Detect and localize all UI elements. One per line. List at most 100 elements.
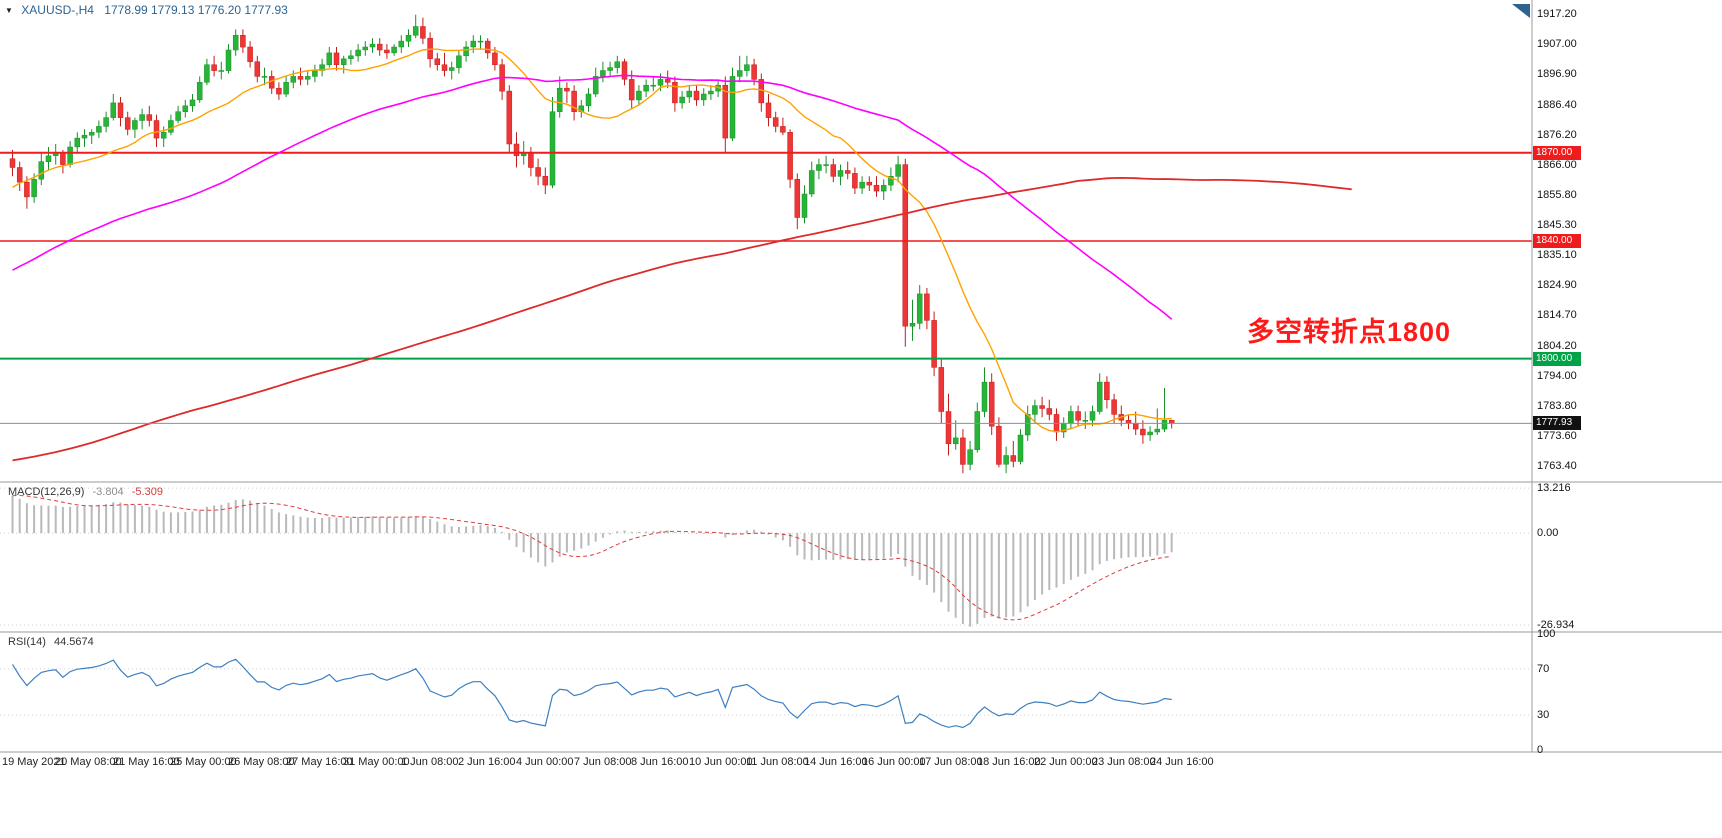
candle — [448, 61, 455, 80]
candle — [628, 70, 635, 109]
price-axis-label: 1763.40 — [1537, 460, 1577, 472]
candle — [240, 29, 246, 53]
candle — [484, 38, 491, 59]
macd-scale-label: 0.00 — [1537, 527, 1559, 539]
candle — [1140, 420, 1146, 444]
candle — [124, 111, 131, 136]
candle — [585, 88, 592, 112]
candle — [780, 117, 786, 136]
candle — [218, 61, 225, 80]
candle — [542, 167, 549, 194]
candle — [9, 149, 16, 177]
candle — [636, 85, 642, 106]
candle — [556, 76, 563, 118]
candle — [967, 440, 973, 471]
time-axis-label: 2 Jun 16:00 — [458, 756, 516, 768]
candle — [391, 44, 397, 56]
time-axis-label: 20 May 08:00 — [55, 756, 122, 768]
time-axis-label: 31 May 00:00 — [343, 756, 410, 768]
candle — [607, 61, 613, 77]
candle — [434, 52, 441, 71]
time-axis-label: 1 Jun 08:00 — [401, 756, 459, 768]
price-axis-label: 1794.00 — [1537, 370, 1577, 382]
price-axis-label: 1876.20 — [1537, 129, 1577, 141]
candle — [1161, 388, 1168, 432]
candle — [405, 29, 412, 47]
time-axis-label: 14 Jun 16:00 — [804, 756, 868, 768]
candle — [1017, 429, 1024, 465]
candle — [513, 132, 520, 168]
macd-signal-line — [12, 494, 1172, 621]
time-axis-label: 25 May 00:00 — [170, 756, 237, 768]
candle — [1032, 399, 1038, 424]
candle — [888, 167, 894, 191]
macd-name: MACD(12,26,9) — [8, 486, 85, 498]
price-axis[interactable]: 1917.20 1907.00 1896.90 1886.40 1876.20 1866.… — [1532, 0, 1722, 838]
candle — [470, 35, 477, 53]
candle — [369, 38, 376, 53]
candle — [376, 38, 383, 56]
candle — [873, 176, 880, 197]
candle — [297, 67, 304, 86]
candle — [974, 402, 981, 453]
price-axis-label: 1855.80 — [1537, 189, 1577, 201]
candle — [456, 50, 462, 74]
price-axis-label: 1866.00 — [1537, 159, 1577, 171]
candle — [578, 99, 585, 118]
candle — [1147, 426, 1153, 441]
ma-line-fast-orange — [12, 48, 1172, 433]
candle — [276, 82, 282, 100]
time-axis-label: 27 May 16:00 — [286, 756, 353, 768]
candle — [16, 161, 23, 191]
candle — [895, 155, 901, 183]
time-axis-label: 7 Jun 08:00 — [574, 756, 632, 768]
macd-scale-label: -26.934 — [1537, 619, 1575, 631]
candle — [1096, 373, 1103, 415]
candle — [852, 167, 858, 194]
candle — [153, 114, 160, 147]
candle — [729, 67, 736, 142]
candle — [312, 64, 318, 83]
time-axis-label: 23 Jun 08:00 — [1092, 756, 1156, 768]
candle — [808, 161, 815, 197]
macd-indicator-label: MACD(12,26,9) -3.804 -5.309 — [8, 486, 168, 498]
candle — [261, 67, 268, 86]
time-axis[interactable]: 19 May 2021 20 May 08:00 21 May 16:00 25 Ma… — [0, 752, 1722, 792]
candle — [700, 88, 707, 106]
candle — [924, 288, 930, 330]
candle — [736, 55, 743, 83]
candle — [823, 155, 829, 174]
candle — [477, 35, 484, 50]
candle — [931, 311, 937, 377]
candle — [319, 58, 325, 77]
candle — [412, 14, 419, 39]
candle — [398, 35, 405, 53]
time-axis-label: 21 May 16:00 — [113, 756, 180, 768]
candle — [74, 132, 81, 153]
time-axis-label: 24 Jun 16:00 — [1150, 756, 1214, 768]
candle — [772, 111, 779, 133]
candle — [1111, 393, 1117, 424]
ma-line-slow-red — [12, 176, 1352, 462]
candle — [1104, 376, 1110, 409]
candle — [254, 55, 261, 83]
macd-histogram — [11, 495, 1173, 627]
candle — [909, 299, 916, 341]
price-level-tag: 1800.00 — [1533, 352, 1581, 366]
candle — [1168, 419, 1175, 429]
time-axis-label: 4 Jun 00:00 — [516, 756, 574, 768]
candle — [844, 161, 851, 180]
candle — [232, 29, 239, 56]
candle — [1089, 405, 1096, 427]
candle — [88, 129, 95, 144]
candle — [139, 108, 145, 130]
candle — [384, 44, 390, 59]
time-axis-label: 16 Jun 00:00 — [862, 756, 926, 768]
candle — [283, 76, 289, 97]
candle — [175, 105, 181, 124]
candle — [528, 147, 534, 177]
candle — [945, 393, 952, 456]
candle — [304, 70, 311, 86]
price-axis-label: 1814.70 — [1537, 309, 1577, 321]
